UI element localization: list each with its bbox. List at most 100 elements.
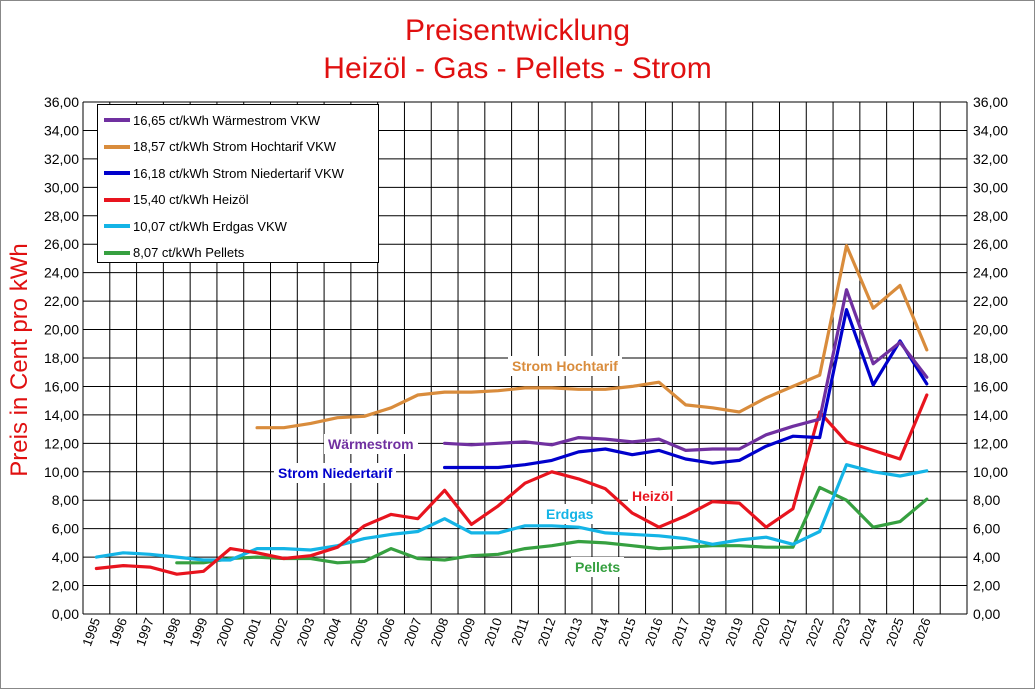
x-tick-label: 1995 (79, 616, 103, 648)
y-tick-label-right: 32,00 (973, 151, 1008, 167)
legend-swatch (104, 144, 130, 149)
x-tick-label: 2002 (267, 616, 291, 648)
legend-label: 16,18 ct/kWh Strom Niedertarif VKW (133, 165, 344, 181)
x-tick-label: 2020 (749, 616, 773, 648)
x-tick-label: 2001 (240, 616, 264, 648)
x-tick-label: 2000 (213, 616, 237, 648)
legend-label: 10,07 ct/kWh Erdgas VKW (133, 218, 287, 234)
y-tick-label-left: 16,00 (44, 378, 79, 394)
y-tick-label-left: 14,00 (44, 407, 79, 423)
legend-label: 18,57 ct/kWh Strom Hochtarif VKW (133, 139, 337, 155)
y-tick-label-left: 6,00 (52, 521, 79, 537)
x-tick-label: 2011 (508, 616, 532, 647)
legend-item-gas: 10,07 ct/kWh Erdgas VKW (98, 213, 378, 240)
chart-subtitle: Heizöl - Gas - Pellets - Strom (323, 52, 712, 85)
x-tick-label: 2023 (829, 616, 853, 648)
y-tick-label-left: 8,00 (52, 492, 79, 508)
y-tick-label-left: 0,00 (52, 606, 79, 622)
legend-item-pellets: 8,07 ct/kWh Pellets (98, 240, 378, 267)
series-line-waerme (443, 288, 929, 452)
y-tick-label-left: 4,00 (52, 549, 79, 565)
x-tick-label: 1997 (133, 616, 157, 648)
y-tick-label-left: 22,00 (44, 293, 79, 309)
x-tick-label: 2021 (776, 616, 800, 648)
x-tick-label: 1996 (106, 616, 130, 648)
series-line-hoch (255, 244, 929, 430)
y-tick-label-left: 36,00 (44, 94, 79, 110)
legend: 16,65 ct/kWh Wärmestrom VKW 18,57 ct/kWh … (97, 104, 379, 263)
x-tick-label: 2015 (615, 616, 639, 648)
y-tick-label-left: 34,00 (44, 122, 79, 138)
x-tick-label: 2006 (374, 616, 398, 648)
legend-label: 15,40 ct/kWh Heizöl (133, 192, 249, 208)
y-tick-label-right: 34,00 (973, 122, 1008, 138)
y-tick-label-right: 10,00 (973, 464, 1008, 480)
legend-item-hoch: 18,57 ct/kWh Strom Hochtarif VKW (98, 134, 378, 161)
legend-item-heizoel: 15,40 ct/kWh Heizöl (98, 187, 378, 214)
legend-item-nieder: 16,18 ct/kWh Strom Niedertarif VKW (98, 160, 378, 187)
y-tick-label-right: 26,00 (973, 236, 1008, 252)
y-tick-label-right: 30,00 (973, 179, 1008, 195)
y-tick-label-right: 18,00 (973, 350, 1008, 366)
x-tick-label: 2018 (695, 616, 719, 648)
x-tick-label: 2003 (294, 616, 318, 648)
x-tick-label: 2010 (481, 616, 505, 648)
x-tick-label: 1999 (186, 616, 210, 648)
series-line-gas (94, 463, 929, 562)
series-label-pellets: Pellets (571, 557, 625, 577)
y-tick-label-left: 18,00 (44, 350, 79, 366)
series-line-nieder (443, 308, 929, 470)
legend-swatch (104, 250, 130, 255)
series-line-pellets (175, 485, 929, 565)
x-tick-label: 2016 (642, 616, 666, 648)
y-tick-label-right: 2,00 (973, 578, 1000, 594)
x-tick-label: 2012 (535, 616, 559, 648)
legend-item-waerme: 16,65 ct/kWh Wärmestrom VKW (98, 107, 378, 134)
y-tick-label-right: 24,00 (973, 265, 1008, 281)
x-tick-label: 2013 (561, 616, 585, 648)
y-tick-label-left: 20,00 (44, 322, 79, 338)
y-tick-label-right: 28,00 (973, 208, 1008, 224)
x-tick-label: 2004 (320, 616, 344, 648)
y-tick-label-right: 12,00 (973, 435, 1008, 451)
y-tick-label-left: 32,00 (44, 151, 79, 167)
y-tick-label-right: 8,00 (973, 492, 1000, 508)
x-tick-label: 2024 (856, 616, 880, 648)
y-tick-label-right: 16,00 (973, 378, 1008, 394)
chart-title: Preisentwicklung (404, 14, 631, 47)
y-tick-label-left: 10,00 (44, 464, 79, 480)
x-tick-label: 2007 (401, 616, 425, 648)
x-tick-label: 2017 (669, 616, 693, 648)
x-tick-label: 2022 (802, 616, 826, 648)
y-tick-label-left: 30,00 (44, 179, 79, 195)
series-label-gas: Erdgas (542, 504, 598, 524)
y-tick-label-left: 24,00 (44, 265, 79, 281)
y-tick-label-right: 22,00 (973, 293, 1008, 309)
x-tick-label: 2026 (910, 616, 934, 648)
legend-swatch (104, 118, 130, 123)
legend-swatch (104, 171, 130, 176)
series-line-heizoel (94, 393, 929, 576)
series-label-nieder: Strom Niedertarif (274, 463, 397, 483)
y-tick-label-right: 0,00 (973, 606, 1000, 622)
y-tick-label-right: 14,00 (973, 407, 1008, 423)
y-tick-label-left: 26,00 (44, 236, 79, 252)
legend-label: 16,65 ct/kWh Wärmestrom VKW (133, 112, 321, 128)
legend-label: 8,07 ct/kWh Pellets (133, 245, 245, 261)
x-tick-label: 2025 (883, 616, 907, 648)
series-label-hoch: Strom Hochtarif (508, 356, 622, 376)
x-tick-label: 2008 (427, 616, 451, 648)
y-tick-label-left: 28,00 (44, 208, 79, 224)
y-tick-label-left: 12,00 (44, 435, 79, 451)
y-tick-label-left: 2,00 (52, 578, 79, 594)
y-tick-label-right: 20,00 (973, 322, 1008, 338)
x-tick-label: 2019 (722, 616, 746, 648)
series-label-waerme: Wärmestrom (324, 434, 418, 454)
y-tick-label-right: 36,00 (973, 94, 1008, 110)
x-tick-label: 2009 (454, 616, 478, 648)
y-tick-label-right: 4,00 (973, 549, 1000, 565)
x-tick-label: 2005 (347, 616, 371, 648)
x-tick-label: 2014 (588, 616, 612, 648)
series-label-heizoel: Heizöl (628, 486, 678, 506)
